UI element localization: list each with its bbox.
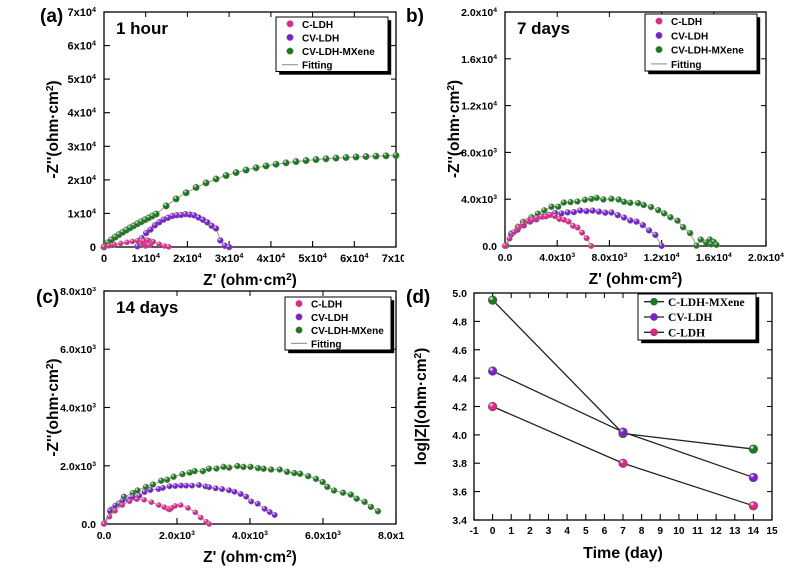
svg-text:7: 7 [620,526,626,537]
svg-text:1.6x104: 1.6x104 [461,54,497,66]
svg-text:b): b) [406,6,424,27]
svg-text:4: 4 [564,526,570,537]
svg-text:1 hour: 1 hour [116,19,168,38]
svg-text:0.0: 0.0 [482,241,497,253]
svg-text:5x104: 5x104 [298,252,326,265]
svg-text:Z' (ohm·cm2): Z' (ohm·cm2) [589,271,683,288]
svg-text:-Z''(ohm·cm2): -Z''(ohm·cm2) [45,80,62,178]
svg-text:-Z''(ohm·cm2): -Z''(ohm·cm2) [446,80,463,178]
svg-text:7x104: 7x104 [68,6,96,19]
svg-text:0.0: 0.0 [81,519,96,531]
svg-text:1x104: 1x104 [131,252,159,265]
svg-text:5: 5 [583,526,589,537]
svg-text:0.0: 0.0 [97,530,112,542]
svg-text:C-LDH: C-LDH [671,17,702,28]
svg-text:C-LDH: C-LDH [668,328,705,340]
svg-text:4.8: 4.8 [452,316,467,328]
svg-text:4x104: 4x104 [257,252,285,265]
svg-text:1x104: 1x104 [68,207,96,220]
svg-text:6.0x103: 6.0x103 [305,530,341,542]
svg-text:CV-LDH: CV-LDH [668,312,713,324]
svg-text:CV-LDH-MXene: CV-LDH-MXene [311,326,384,337]
svg-text:3.4: 3.4 [452,515,467,527]
svg-text:Fitting: Fitting [671,60,702,71]
svg-text:1: 1 [508,526,514,537]
svg-text:4x104: 4x104 [68,107,96,120]
svg-text:1.2x104: 1.2x104 [461,101,497,113]
svg-text:Z' (ohm·cm2): Z' (ohm·cm2) [203,549,297,566]
svg-text:Time (day): Time (day) [583,545,663,562]
svg-text:7 days: 7 days [517,19,570,38]
svg-text:4.0: 4.0 [452,430,467,442]
svg-text:2x104: 2x104 [68,174,96,187]
svg-text:6: 6 [602,526,608,537]
svg-text:CV-LDH: CV-LDH [311,313,348,324]
svg-text:4.0x103: 4.0x103 [232,530,268,542]
svg-text:8.0x103: 8.0x103 [378,530,404,542]
svg-text:5x104: 5x104 [68,73,96,86]
svg-text:0: 0 [101,253,107,265]
svg-text:(d): (d) [406,287,430,308]
svg-text:4.0x103: 4.0x103 [461,194,497,206]
svg-text:C-LDH: C-LDH [311,300,342,311]
svg-text:8.0x103: 8.0x103 [60,287,96,298]
svg-text:10: 10 [673,526,685,537]
svg-text:3x104: 3x104 [215,252,243,265]
svg-text:(a): (a) [40,6,63,27]
svg-text:1.6x104: 1.6x104 [696,252,732,264]
svg-text:2: 2 [527,526,533,537]
svg-text:6x104: 6x104 [68,40,96,53]
svg-text:8: 8 [639,526,645,537]
svg-text:2.0x103: 2.0x103 [159,530,195,542]
svg-text:14: 14 [748,526,760,537]
svg-text:3.8: 3.8 [452,458,467,470]
svg-text:13: 13 [729,526,741,537]
svg-text:14 days: 14 days [116,298,178,317]
svg-text:2.0x104: 2.0x104 [461,7,497,19]
svg-text:4.4: 4.4 [452,373,467,385]
svg-text:-1: -1 [469,526,478,537]
svg-text:11: 11 [692,526,703,537]
svg-text:9: 9 [657,526,663,537]
svg-text:log|Z|(ohm·cm2): log|Z|(ohm·cm2) [413,348,430,466]
svg-text:0: 0 [490,526,496,537]
svg-text:2.0x104: 2.0x104 [748,252,784,264]
svg-text:6x104: 6x104 [340,252,368,265]
svg-text:CV-LDH: CV-LDH [302,33,339,44]
svg-text:3: 3 [546,526,552,537]
svg-text:6.0x103: 6.0x103 [60,344,96,356]
svg-text:8.0x103: 8.0x103 [591,252,627,264]
svg-text:0.0: 0.0 [498,252,513,264]
svg-text:2.0x103: 2.0x103 [60,461,96,473]
svg-text:(c): (c) [36,287,59,308]
svg-text:7x104: 7x104 [382,252,404,265]
svg-text:Fitting: Fitting [311,339,342,350]
svg-text:C-LDH: C-LDH [302,20,333,31]
svg-text:4.0x103: 4.0x103 [539,252,575,264]
svg-text:3.6: 3.6 [452,487,467,499]
svg-text:C-LDH-MXene: C-LDH-MXene [668,297,745,309]
svg-text:4.6: 4.6 [452,345,467,357]
svg-text:Fitting: Fitting [302,61,333,72]
svg-text:CV-LDH-MXene: CV-LDH-MXene [302,47,375,58]
svg-text:0: 0 [90,242,96,254]
svg-text:2x104: 2x104 [173,252,201,265]
svg-text:CV-LDH-MXene: CV-LDH-MXene [671,46,744,57]
svg-text:-Z''(ohm·cm2): -Z''(ohm·cm2) [45,358,62,456]
svg-text:15: 15 [766,526,778,537]
svg-text:4.0x103: 4.0x103 [60,403,96,415]
svg-text:5.0: 5.0 [452,288,467,300]
svg-text:Z' (ohm·cm2): Z' (ohm·cm2) [203,272,297,288]
svg-text:4.2: 4.2 [452,402,467,414]
svg-text:3x104: 3x104 [68,140,96,153]
svg-text:CV-LDH: CV-LDH [671,31,708,42]
svg-text:8.0x103: 8.0x103 [461,147,497,159]
svg-text:1.2x104: 1.2x104 [644,252,680,264]
svg-text:12: 12 [710,526,722,537]
